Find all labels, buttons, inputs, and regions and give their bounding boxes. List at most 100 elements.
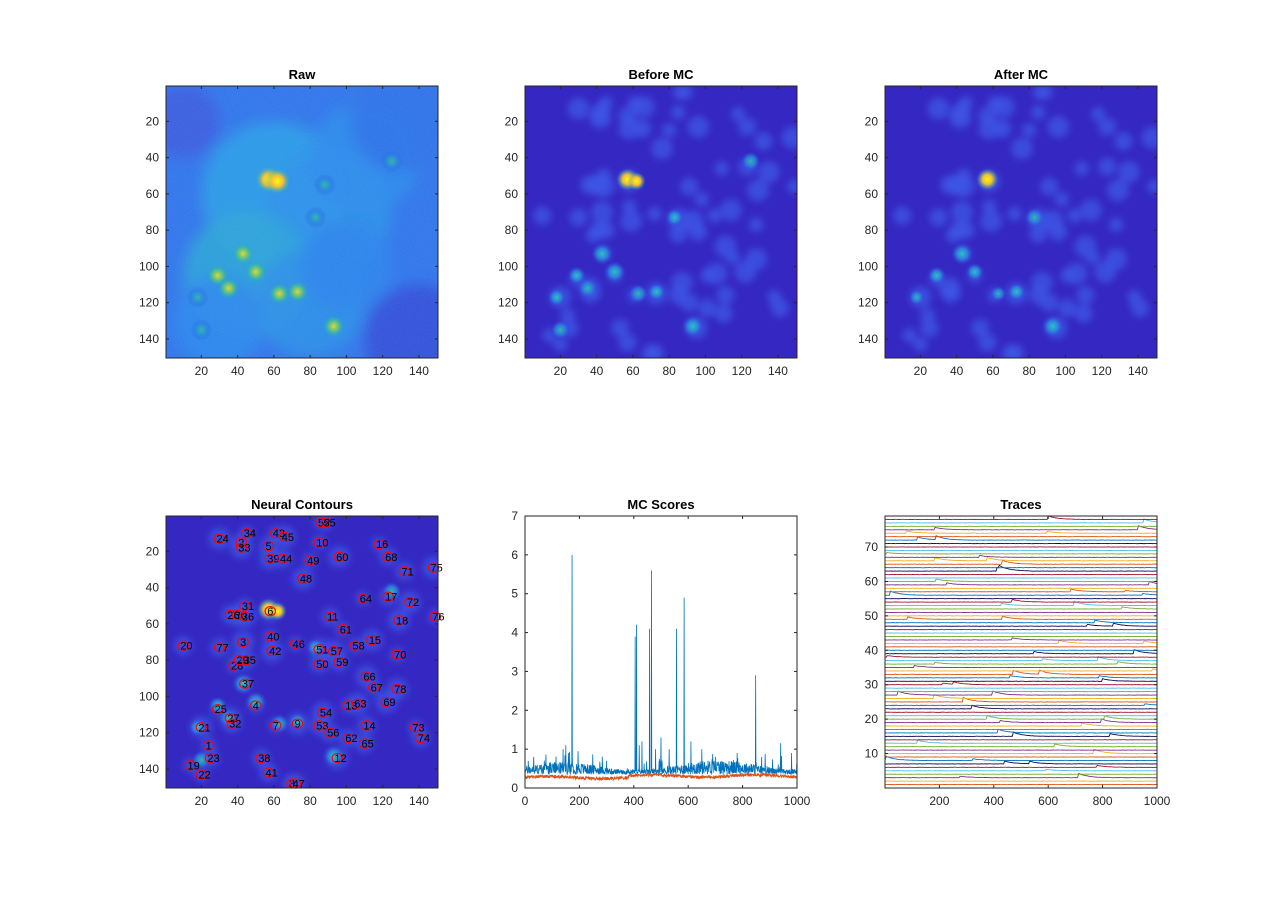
cell-glow [310,654,329,673]
cell-glow [210,638,229,657]
contour-outline [233,655,246,666]
before-mc-frame [524,85,798,359]
bright-cell [1007,282,1026,301]
contour-outline [366,635,378,646]
contour-38: 38 [255,752,270,765]
contour-label: 49 [307,555,319,567]
contour-7: 7 [269,720,282,732]
heatmap-noise [166,86,438,358]
cell-glow [589,106,612,129]
contour-outline [291,718,304,729]
contour-label: 56 [327,728,339,740]
before-mc-xtick-label: 20 [554,364,568,378]
cell-glow [632,119,652,138]
trace-43 [885,637,1157,641]
cell-glow [596,221,615,240]
contour-19: 19 [184,760,200,772]
cell-glow [1074,161,1090,176]
contour-outline [367,682,380,693]
after-mc-ytick-label: 120 [858,296,878,310]
contour-outline [360,720,373,731]
axes-after-mc: 20 40 60 80 100 120 140 20 40 60 80 100 120 140 [858,85,1158,378]
bright-cell [976,168,999,191]
before-mc-ytick-label: 120 [498,296,518,310]
cell-glow [273,549,293,568]
contour-outline [313,720,325,731]
bright-cell [681,315,704,338]
contour-62: 62 [342,732,357,745]
contour-35: 35 [240,655,256,667]
trace-56 [885,590,1157,596]
contour-16: 16 [373,538,388,551]
trace-60 [885,578,1157,583]
cell-glow [252,749,271,768]
panel-title-before-mc: Before MC [628,67,694,82]
contour-outline [195,769,208,780]
cell-glow [598,95,613,111]
after-mc-ytick-label: 20 [865,114,879,128]
cell-glow [787,179,797,194]
contour-outline [393,615,405,626]
bright-spot [313,173,336,196]
contour-outline [224,609,237,620]
after-mc-ytick-label: 60 [865,187,879,201]
mc-scores-ytick-label: 1 [511,742,518,756]
contour-label: 72 [407,597,419,609]
contour-outline [391,684,403,695]
raw-ytick-label: 80 [146,223,160,237]
cell-glow [992,95,1015,118]
contour-outline [373,538,385,550]
trace-31 [885,678,1157,682]
bright-cell [306,638,325,657]
bright-cell [382,582,401,601]
contour-23: 23 [204,752,220,765]
bright-cell [647,282,666,301]
contour-45: 45 [279,531,294,544]
contour-label: 77 [216,642,228,654]
cell-glow [705,262,728,285]
contour-label: 65 [362,739,374,751]
contour-53: 53 [313,720,328,732]
traces-ytick-label: 70 [865,540,879,554]
trace-75 [885,525,1157,531]
contour-label: 4 [253,700,259,712]
bright-spot [268,282,291,305]
cell-glow [1076,286,1095,305]
contour-67: 67 [367,682,383,694]
contour-outline [289,638,302,649]
contour-outline [427,562,440,573]
raw-xtick-label: 140 [409,364,429,378]
mc-scores-frame [524,515,798,789]
before-mc-ytick-label: 100 [498,259,518,273]
contour-outline [250,700,262,711]
cell-glow [698,299,717,318]
contour-label: 73 [412,722,424,734]
cell-glow [1107,179,1129,202]
contour-outline [415,732,427,744]
after-mc-xtick-label: 80 [1022,364,1036,378]
cell-glow [920,319,939,338]
contour-outline [195,722,208,733]
contour-outline [429,611,442,622]
contour-21: 21 [195,722,211,734]
contour-label: 58 [352,641,364,653]
contour-label: 53 [316,720,328,732]
cell-glow [730,106,746,122]
contour-label: 28 [231,661,243,673]
cell-glow [232,631,254,653]
cell-glow [747,179,769,202]
after-mc-xtick-label: 60 [986,364,1000,378]
cell-glow [618,333,637,352]
bright-cell [547,288,566,307]
heatmap-raw [166,86,438,358]
cell-glow [411,729,430,748]
cell-glow [360,629,383,652]
cell-glow [1029,224,1048,243]
contour-75: 75 [427,562,443,575]
raw-xtick-label: 20 [195,364,209,378]
contour-65: 65 [358,738,374,751]
trace-18 [885,722,1157,727]
contour-layer: 1234567891011121314151617181920212223242… [177,517,445,790]
trace-42 [885,639,1157,644]
